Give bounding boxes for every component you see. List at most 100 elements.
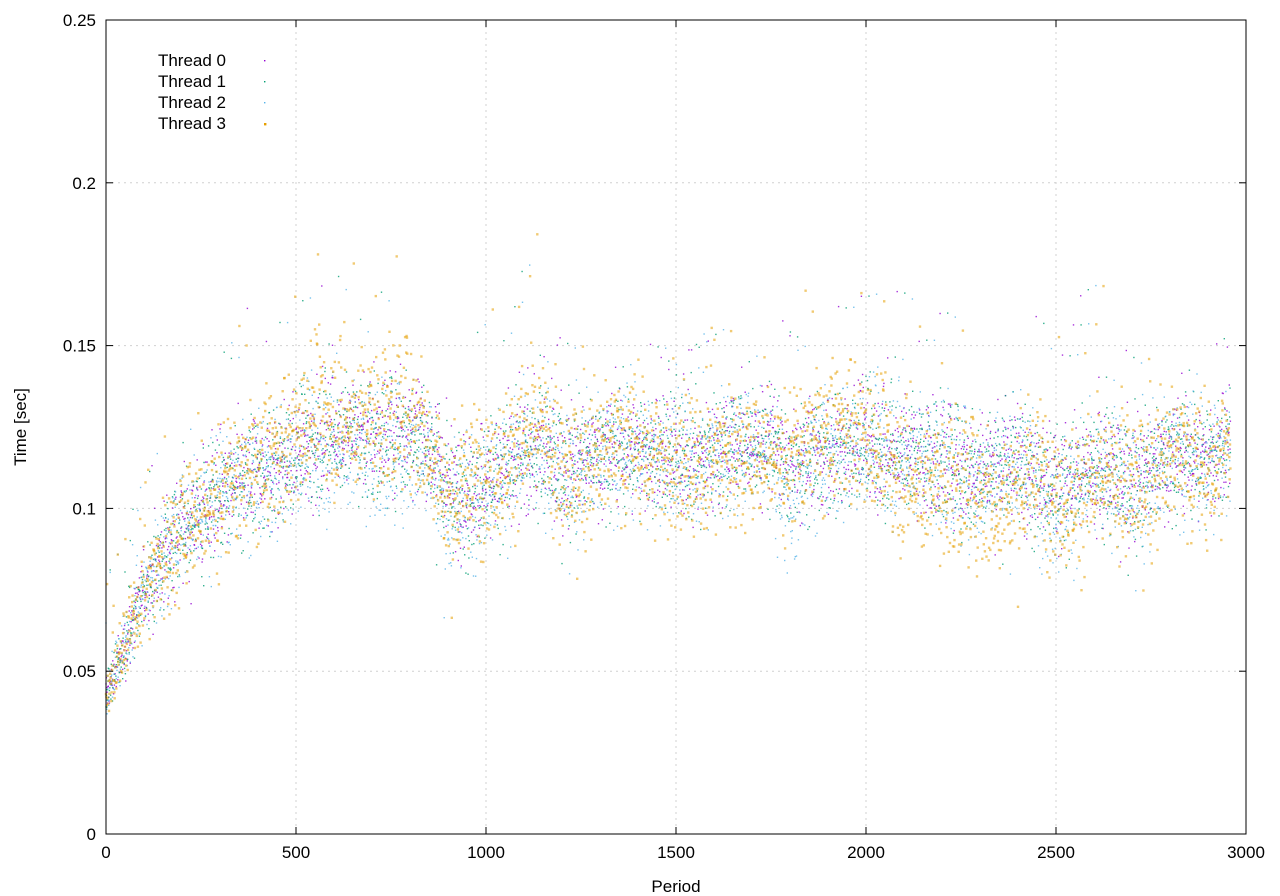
data-point bbox=[1178, 451, 1180, 453]
data-point bbox=[579, 449, 581, 451]
data-point bbox=[1005, 458, 1007, 461]
data-point bbox=[787, 498, 789, 500]
data-point bbox=[445, 397, 448, 399]
data-point bbox=[462, 500, 464, 502]
data-point bbox=[923, 492, 925, 494]
data-point bbox=[198, 504, 200, 506]
data-point bbox=[863, 459, 865, 462]
data-point bbox=[670, 478, 673, 480]
data-point bbox=[491, 498, 494, 501]
data-point bbox=[757, 453, 759, 456]
data-point bbox=[1110, 500, 1113, 503]
data-point bbox=[719, 402, 721, 404]
data-point bbox=[361, 424, 363, 426]
data-point bbox=[348, 417, 351, 419]
data-point bbox=[752, 454, 755, 457]
data-point bbox=[329, 435, 331, 438]
data-point bbox=[719, 494, 721, 496]
data-point bbox=[611, 446, 614, 448]
data-point bbox=[1070, 448, 1072, 450]
data-point bbox=[1094, 483, 1097, 486]
data-point bbox=[462, 526, 464, 528]
data-point bbox=[377, 382, 379, 385]
data-point bbox=[263, 491, 265, 494]
data-point bbox=[511, 474, 513, 476]
data-point bbox=[976, 515, 978, 517]
data-point bbox=[739, 450, 741, 452]
data-point bbox=[106, 706, 108, 708]
data-point bbox=[461, 447, 463, 449]
data-point bbox=[543, 356, 545, 358]
data-point bbox=[716, 417, 718, 419]
data-point bbox=[611, 462, 613, 464]
data-point bbox=[373, 470, 375, 472]
data-point bbox=[961, 465, 963, 467]
data-point bbox=[479, 476, 481, 479]
data-point bbox=[296, 455, 299, 457]
data-point bbox=[335, 443, 337, 446]
data-point bbox=[597, 467, 600, 469]
data-point bbox=[792, 430, 794, 432]
data-point bbox=[674, 449, 676, 451]
data-point bbox=[455, 446, 457, 448]
data-point bbox=[811, 454, 814, 456]
data-point bbox=[355, 405, 357, 408]
data-point bbox=[310, 496, 313, 498]
data-point bbox=[598, 481, 601, 483]
data-point bbox=[410, 449, 412, 451]
data-point bbox=[420, 462, 423, 464]
data-point bbox=[620, 459, 622, 461]
data-point bbox=[1191, 485, 1193, 487]
data-point bbox=[883, 446, 885, 449]
data-point bbox=[226, 483, 229, 486]
data-point bbox=[1059, 523, 1062, 525]
data-point bbox=[172, 587, 174, 589]
data-point bbox=[597, 462, 599, 464]
data-point bbox=[955, 448, 957, 450]
data-point bbox=[1171, 427, 1173, 430]
data-point bbox=[1081, 493, 1083, 495]
data-point bbox=[686, 444, 688, 446]
data-point bbox=[978, 451, 980, 453]
data-point bbox=[387, 449, 389, 451]
data-point bbox=[238, 464, 241, 466]
data-point bbox=[129, 539, 131, 542]
data-point bbox=[136, 614, 138, 617]
data-point bbox=[246, 307, 249, 310]
data-point bbox=[863, 407, 865, 409]
data-point bbox=[609, 461, 612, 463]
data-point bbox=[200, 533, 202, 535]
data-point bbox=[264, 436, 267, 438]
data-point bbox=[489, 460, 491, 463]
data-point bbox=[745, 433, 747, 436]
data-point bbox=[252, 418, 255, 421]
data-point bbox=[801, 522, 803, 524]
data-point bbox=[583, 496, 586, 498]
data-point bbox=[338, 422, 340, 424]
data-point bbox=[616, 459, 618, 461]
data-point bbox=[484, 488, 487, 491]
data-point bbox=[293, 459, 295, 462]
data-point bbox=[530, 433, 532, 435]
data-point bbox=[424, 460, 427, 462]
data-point bbox=[275, 483, 278, 485]
data-point bbox=[733, 413, 735, 415]
data-point bbox=[571, 434, 573, 437]
data-point bbox=[531, 473, 534, 475]
data-point bbox=[428, 482, 430, 485]
data-point bbox=[622, 436, 625, 438]
data-point bbox=[376, 432, 378, 435]
data-point bbox=[910, 464, 912, 466]
data-point bbox=[331, 344, 334, 346]
data-point bbox=[812, 447, 815, 449]
data-point bbox=[289, 438, 291, 440]
data-point bbox=[431, 423, 433, 425]
data-point bbox=[513, 458, 516, 461]
data-point bbox=[229, 464, 231, 466]
data-point bbox=[1012, 484, 1014, 486]
data-point bbox=[442, 489, 445, 492]
data-point bbox=[1151, 484, 1153, 486]
data-point bbox=[143, 607, 146, 609]
data-point bbox=[999, 496, 1001, 498]
data-point bbox=[692, 526, 694, 529]
